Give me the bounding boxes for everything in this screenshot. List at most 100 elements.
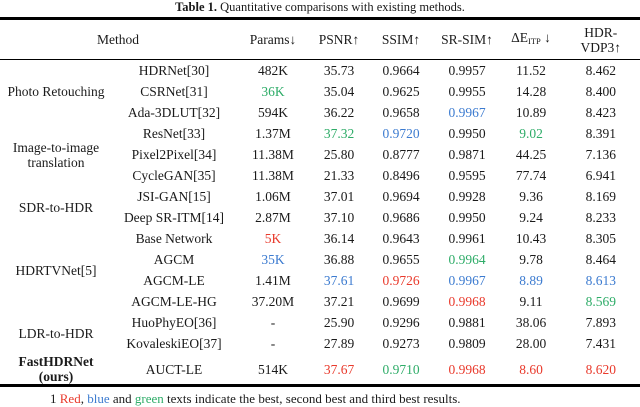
deitp-arrow: ↓	[540, 30, 551, 45]
cell-ssim: 0.9720	[382, 126, 420, 141]
cell-psnr: 36.14	[323, 231, 355, 246]
cell-deitp: 8.60	[519, 361, 543, 377]
cell-srsim: 0.9957	[448, 63, 486, 78]
cell-hdrvdp3: 8.423	[585, 105, 616, 120]
col-header-deitp: ΔEITP ↓	[500, 18, 562, 60]
footnote-text: texts indicate the best, second best and…	[163, 391, 461, 406]
cell-psnr: 25.90	[323, 315, 355, 330]
cell-deitp: 9.11	[519, 294, 543, 309]
cell-srsim: 0.9967	[448, 273, 486, 288]
cell-deitp: 10.43	[515, 231, 547, 246]
footnote-text: and	[109, 391, 135, 406]
cell-params: -	[270, 336, 276, 351]
cell-hdrvdp3: 7.893	[585, 315, 616, 330]
cell-hdrvdp3: 8.400	[585, 84, 616, 99]
cell-deitp: 77.74	[515, 168, 547, 183]
method-name: Pixel2Pixel[34]	[131, 147, 217, 162]
method-category: HDRTVNet[5]	[15, 262, 97, 278]
table-row: KovaleskiEO[37] - 27.89 0.9273 0.9809 28.00 7.…	[0, 333, 640, 354]
cell-srsim: 0.9595	[448, 168, 486, 183]
cell-srsim: 0.9968	[448, 361, 486, 377]
cell-psnr: 21.33	[323, 168, 355, 183]
cell-hdrvdp3: 8.569	[585, 294, 616, 309]
cell-ssim: 0.9625	[382, 84, 420, 99]
col-header-ssim: SSIM↑	[368, 18, 434, 60]
col-header-method: Method	[0, 18, 236, 60]
cell-ssim: 0.9664	[382, 63, 420, 78]
cell-hdrvdp3: 7.136	[585, 147, 616, 162]
table-caption-label: Table 1.	[175, 0, 218, 14]
method-name: CSRNet[31]	[140, 84, 208, 99]
table-row: Photo Retouching HDRNet[30] 482K 35.73 0.966…	[0, 60, 640, 99]
hdrvdp-line1: HDR-	[584, 24, 618, 40]
method-category: SDR-to-HDR	[18, 199, 94, 215]
table-row: CycleGAN[35] 11.38M 21.33 0.8496 0.9595 77.74…	[0, 165, 640, 186]
table-row: LDR-to-HDR HuoPhyEO[36] - 25.90 0.9296 0.9881…	[0, 312, 640, 341]
cell-psnr: 36.22	[323, 105, 355, 120]
cell-ssim: 0.8777	[382, 147, 420, 162]
cell-deitp: 38.06	[515, 315, 547, 330]
cell-params: 482K	[258, 63, 288, 78]
cell-deitp: 14.28	[515, 84, 547, 99]
cell-deitp: 9.02	[519, 126, 543, 141]
table-row: AGCM-LE 1.41M 37.61 0.9726 0.9967 8.89 8.613	[0, 270, 640, 291]
cell-srsim: 0.9955	[448, 84, 486, 99]
cell-params: 5K	[264, 231, 282, 246]
cell-deitp: 8.89	[519, 273, 543, 288]
cell-params: 36K	[261, 84, 285, 99]
cell-params: 1.37M	[255, 126, 291, 141]
table-row: HDRTVNet[5] Base Network 5K 36.14 0.9643 0.99…	[0, 228, 640, 278]
method-name: CycleGAN[35]	[132, 168, 216, 183]
method-name: Deep SR-ITM[14]	[123, 210, 225, 225]
table-row: SDR-to-HDR JSI-GAN[15] 1.06M 37.01 0.9694 0.9…	[0, 186, 640, 215]
footnote-colored-word: Red	[59, 391, 81, 406]
cell-psnr: 37.32	[323, 126, 355, 141]
cell-params: 11.38M	[252, 168, 294, 183]
cell-hdrvdp3: 8.462	[585, 63, 616, 78]
cell-ssim: 0.8496	[382, 168, 420, 183]
cell-psnr: 37.21	[323, 294, 355, 309]
cell-params: 1.41M	[255, 273, 291, 288]
cell-deitp: 9.36	[519, 189, 543, 204]
deitp-subscript: ITP	[528, 36, 541, 46]
footnote-text: 1	[50, 391, 60, 406]
footnote: 1 Red, blue and green texts indicate the…	[0, 391, 640, 407]
cell-params: 37.20M	[251, 294, 295, 309]
cell-params: 11.38M	[252, 147, 294, 162]
method-category: LDR-to-HDR	[18, 325, 94, 341]
cell-hdrvdp3: 8.305	[585, 231, 616, 246]
method-name: AGCM-LE	[143, 273, 205, 288]
method-category: FastHDRNet (ours)	[18, 354, 94, 384]
table-caption-text: Quantitative comparisons with existing m…	[217, 0, 465, 14]
table-row: Image-to-image translation ResNet[33] 1.37M…	[0, 123, 640, 170]
cell-params: 514K	[258, 361, 288, 377]
cell-ssim: 0.9726	[382, 273, 420, 288]
cell-ssim: 0.9296	[382, 315, 420, 330]
cell-deitp: 28.00	[515, 336, 547, 351]
cell-psnr: 35.04	[323, 84, 355, 99]
header-row: Method Params↓ PSNR↑ SSIM↑ SR-SIM↑ ΔEITP…	[0, 18, 640, 60]
table-row: Ada-3DLUT[32] 594K 36.22 0.9658 0.9967 10.89 8…	[0, 102, 640, 123]
cell-hdrvdp3: 6.941	[585, 168, 616, 183]
footnote-colored-word: blue	[87, 391, 110, 406]
cell-psnr: 36.88	[323, 252, 355, 267]
cell-psnr: 37.01	[323, 189, 355, 204]
cell-psnr: 37.10	[323, 210, 355, 225]
cell-psnr: 37.61	[323, 273, 355, 288]
cell-srsim: 0.9928	[448, 189, 486, 204]
cell-psnr: 37.67	[323, 361, 355, 377]
cell-params: 35K	[261, 252, 285, 267]
cell-srsim: 0.9950	[448, 126, 486, 141]
table-row: FastHDRNet (ours) AUCT-LE 514K 37.67 0.9710 0.…	[0, 354, 640, 386]
footnote-text: ,	[80, 391, 88, 406]
method-name: Base Network	[135, 231, 213, 246]
cell-deitp: 9.78	[519, 252, 543, 267]
cell-hdrvdp3: 8.620	[585, 361, 616, 377]
cell-deitp: 10.89	[515, 105, 547, 120]
cell-srsim: 0.9968	[448, 294, 486, 309]
cell-srsim: 0.9964	[448, 252, 486, 267]
cell-psnr: 35.73	[323, 63, 355, 78]
table-row: Pixel2Pixel[34] 11.38M 25.80 0.8777 0.9871 44…	[0, 144, 640, 165]
cell-ssim: 0.9694	[382, 189, 420, 204]
cell-ssim: 0.9655	[382, 252, 420, 267]
